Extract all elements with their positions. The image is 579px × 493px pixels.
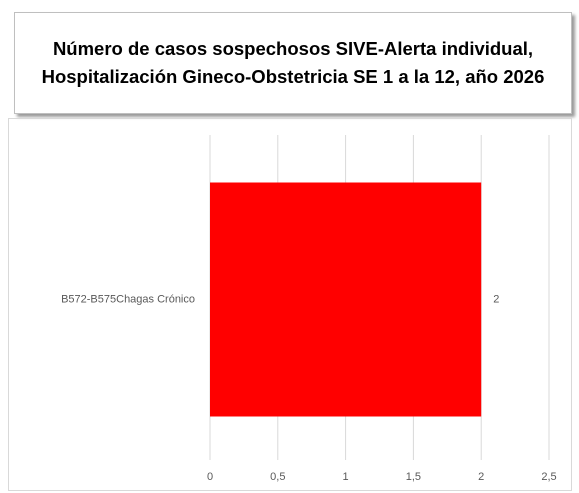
plot-frame xyxy=(8,118,572,491)
title-box: Número de casos sospechosos SIVE-Alerta … xyxy=(14,12,572,114)
value-label: 2 xyxy=(493,293,499,305)
x-tick-label: 0 xyxy=(207,471,213,483)
x-tick-label: 1 xyxy=(343,471,349,483)
x-tick-label: 2 xyxy=(478,471,484,483)
bar xyxy=(210,182,482,417)
chart-title: Número de casos sospechosos SIVE-Alerta … xyxy=(41,38,545,87)
y-tick-label: B572-B575Chagas Crónico xyxy=(61,293,195,305)
x-tick-label: 1,5 xyxy=(406,471,421,483)
x-tick-label: 0,5 xyxy=(270,471,285,483)
x-tick-label: 2,5 xyxy=(541,471,556,483)
